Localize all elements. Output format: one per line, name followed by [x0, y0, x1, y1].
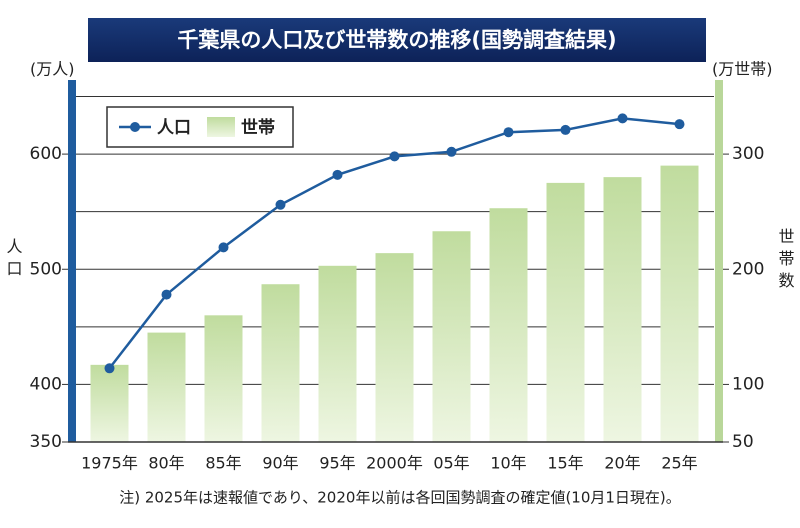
population-point	[332, 169, 343, 180]
bar	[432, 231, 471, 442]
legend-label: 人口	[157, 118, 191, 138]
y2-tick-label: 200	[732, 259, 764, 279]
y-axis-bar	[68, 80, 76, 442]
x-tick-label: 80年	[148, 454, 184, 473]
population-point	[674, 119, 685, 130]
x-tick-label: 25年	[661, 454, 697, 473]
y2-tick-label: 300	[732, 144, 764, 164]
y2-tick-label: 100	[732, 374, 764, 394]
bar	[660, 165, 699, 442]
note: 注) 2025年は速報値であり、2020年以前は各回国勢調査の確定値(10月1日…	[119, 489, 681, 507]
legend-swatch	[207, 117, 235, 137]
population-point	[104, 363, 115, 374]
population-point	[161, 289, 172, 300]
population-point	[446, 146, 457, 157]
y-tick-label: 600	[30, 144, 62, 164]
chart-title: 千葉県の人口及び世帯数の推移(国勢調査結果)	[177, 28, 616, 52]
x-tick-label: 1975年	[81, 454, 138, 473]
y-tick-label: 400	[30, 374, 62, 394]
bar	[318, 265, 357, 442]
x-tick-label: 2000年	[366, 454, 423, 473]
bar	[261, 284, 300, 442]
y-axis-label: 人口	[4, 238, 23, 282]
bar	[375, 253, 414, 442]
bar	[546, 182, 585, 443]
x-tick-label: 85年	[205, 454, 241, 473]
y2-axis-bar	[715, 80, 723, 442]
legend-marker	[130, 122, 140, 132]
x-tick-label: 95年	[319, 454, 355, 473]
bar	[603, 177, 642, 442]
legend-label: 世帯	[241, 117, 275, 138]
y-tick-label: 350	[30, 432, 62, 452]
y2-unit: (万世帯)	[712, 60, 773, 79]
y2-axis-label: 世帯数	[776, 228, 795, 294]
bar	[489, 208, 528, 442]
x-tick-label: 90年	[262, 454, 298, 473]
x-tick-label: 15年	[547, 454, 583, 473]
population-point	[560, 124, 571, 135]
x-tick-label: 20年	[604, 454, 640, 473]
population-point	[218, 242, 229, 253]
x-tick-label: 05年	[433, 454, 469, 473]
population-point	[389, 151, 400, 162]
bar	[204, 315, 243, 442]
y-unit: (万人)	[30, 60, 75, 79]
x-tick-label: 10年	[490, 454, 526, 473]
bar	[147, 332, 186, 442]
population-point	[617, 113, 628, 124]
y-tick-label: 500	[30, 259, 62, 279]
population-point	[275, 199, 286, 210]
population-point	[503, 127, 514, 138]
y2-tick-label: 50	[732, 432, 754, 452]
title-box	[88, 18, 706, 62]
bar	[90, 364, 129, 442]
